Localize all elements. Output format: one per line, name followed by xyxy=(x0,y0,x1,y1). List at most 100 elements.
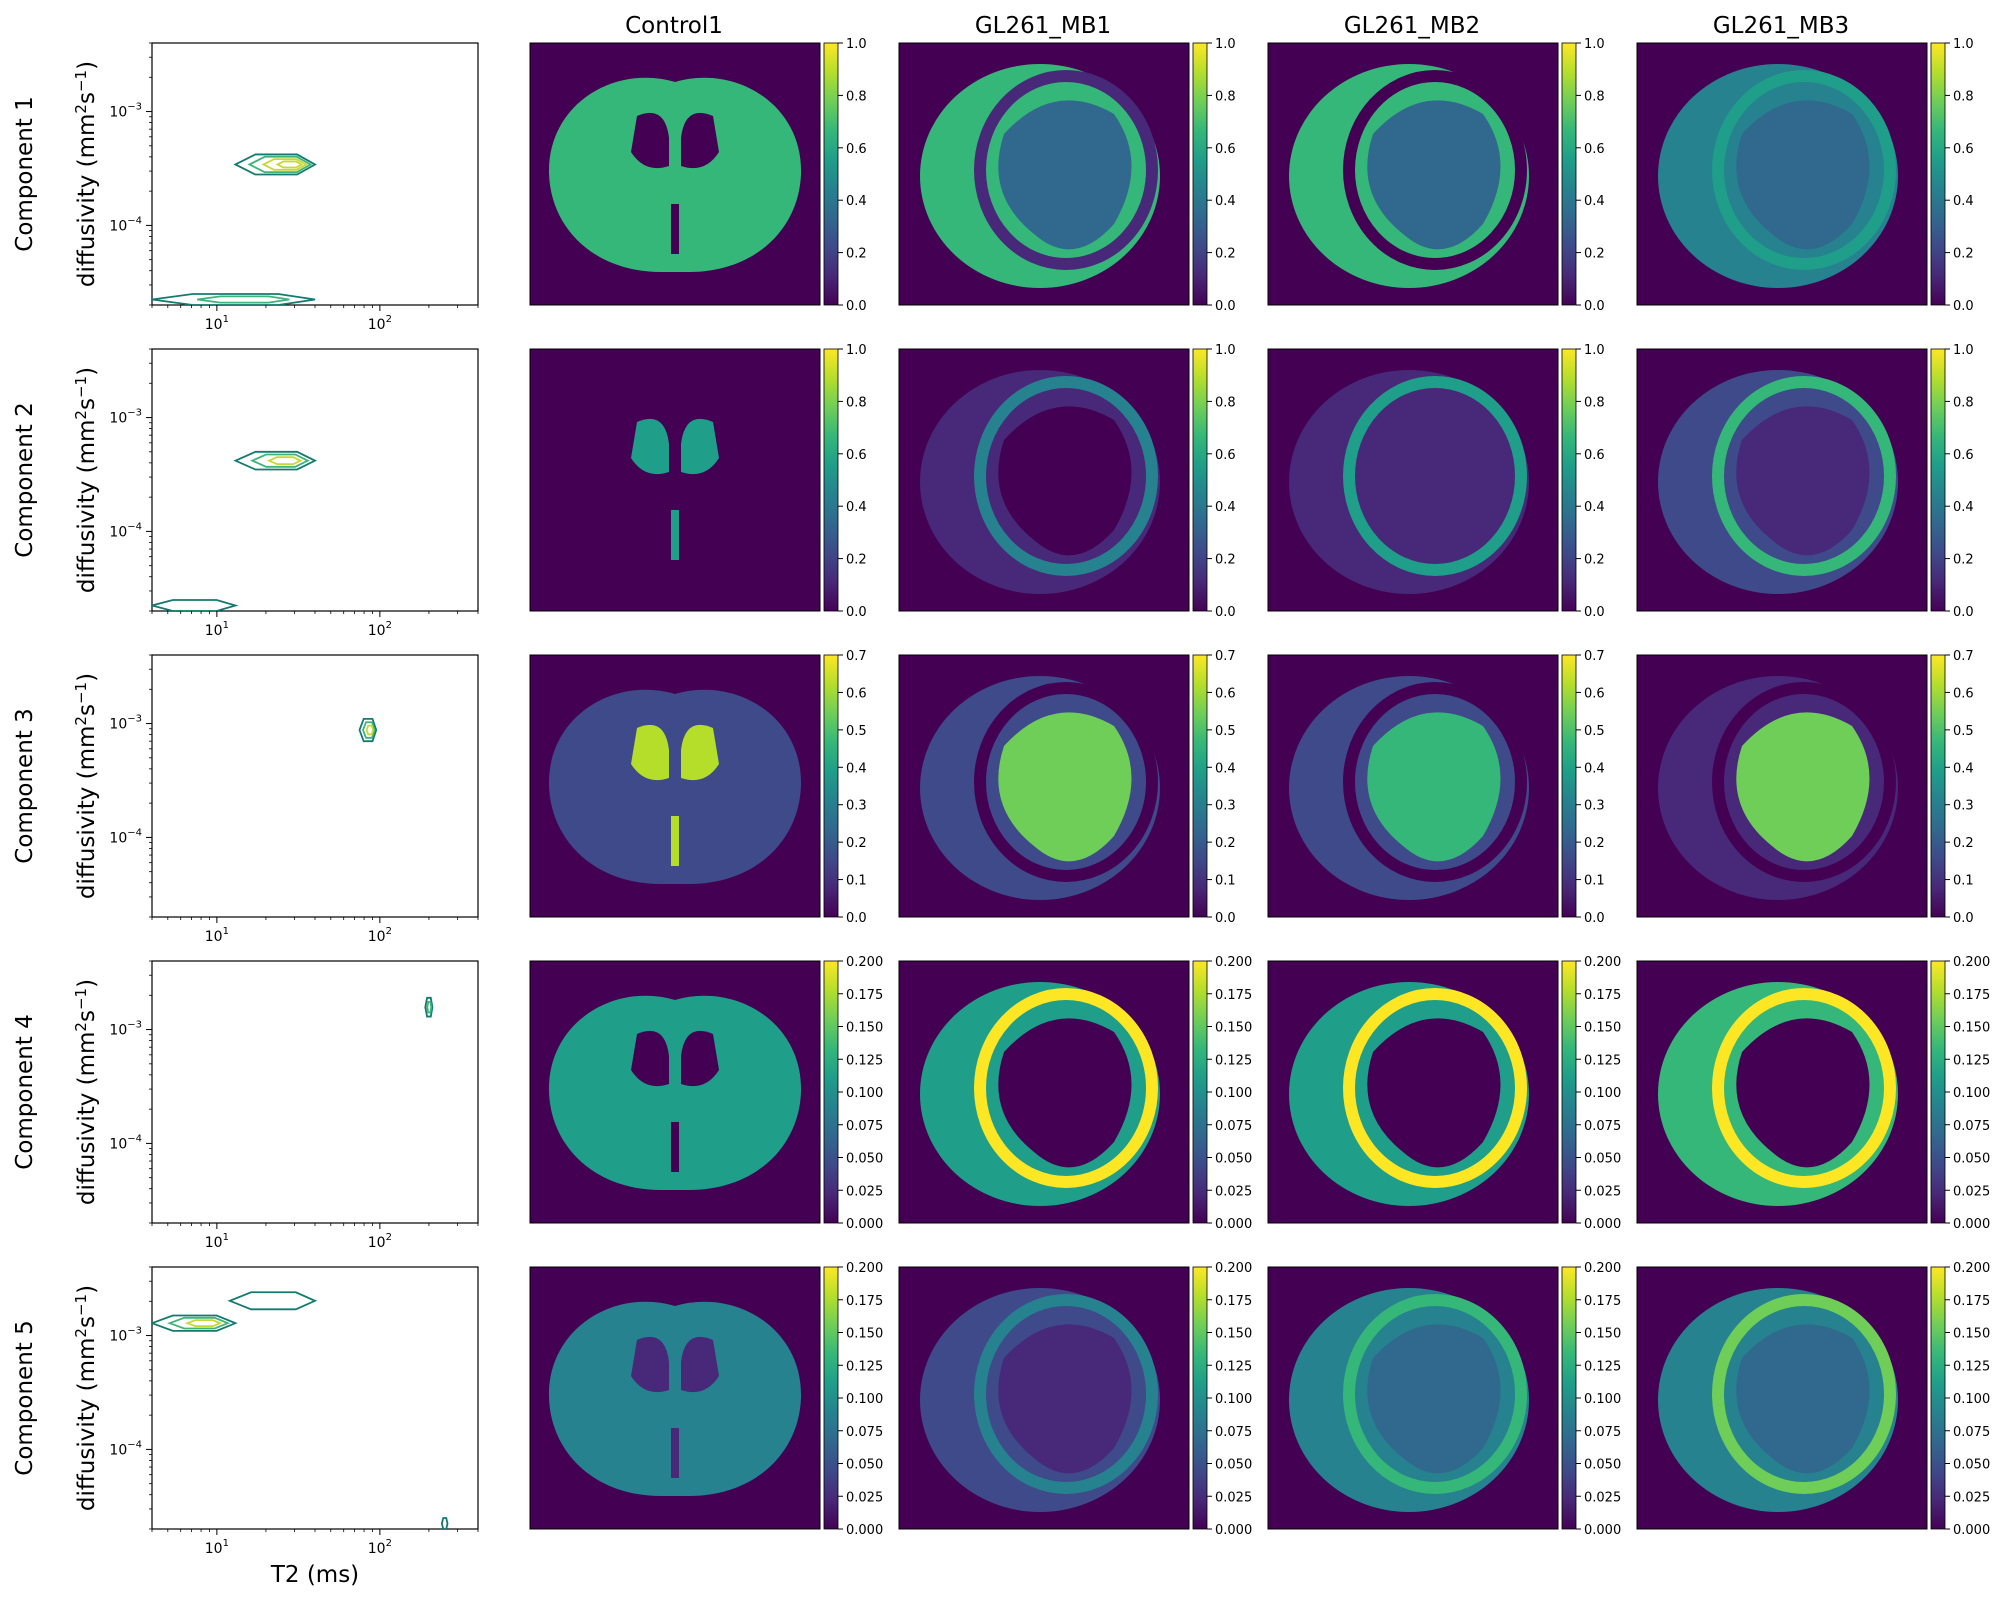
spectrum-frame xyxy=(151,1266,479,1530)
x-tick-label: 101 xyxy=(205,1538,229,1557)
colorbar-tick-label: 0.4 xyxy=(1584,761,1605,776)
spectrum-frame xyxy=(151,348,479,612)
ventricle xyxy=(681,724,719,781)
y-tick-label: 10−3 xyxy=(109,1326,142,1345)
colorbar-tick-label: 0.175 xyxy=(1215,988,1252,1003)
ventricle xyxy=(631,1336,669,1393)
midline-structure xyxy=(671,1122,679,1172)
colorbar-tick-label: 0.8 xyxy=(1953,89,1974,104)
colorbar-tick-label: 0.6 xyxy=(1584,142,1605,157)
tumor-rim xyxy=(1343,70,1527,270)
colorbar-tick-label: 0.200 xyxy=(1953,955,1990,970)
colorbar-tick-label: 0.000 xyxy=(1584,1523,1621,1538)
colorbar-tick-label: 0.000 xyxy=(1584,1217,1621,1232)
colorbar-tick-label: 0.3 xyxy=(1953,799,1974,814)
contour-line xyxy=(152,293,316,305)
brain-tissue xyxy=(548,77,802,272)
weight-map-4-4: 0.000 0.025 0.050 0.075 0.100 0.125 0.150 0.175… xyxy=(1636,955,1990,1232)
colorbar-tick-label: 0.2 xyxy=(1584,553,1605,568)
colorbar-tick-label: 0.6 xyxy=(846,686,867,701)
y-axis-label: diffusivity (mm2s−1) xyxy=(72,979,100,1205)
colorbar-tick-label: 0.8 xyxy=(1953,395,1974,410)
colorbar xyxy=(1561,960,1577,1224)
weight-map-3-1: 0.0 0.1 0.2 0.3 0.4 0.5 0.6 0.7 xyxy=(529,649,867,926)
colorbar-tick-label: 0.2 xyxy=(1584,247,1605,262)
colorbar-tick-label: 0.2 xyxy=(1215,836,1236,851)
colorbar-tick-label: 0.050 xyxy=(1215,1152,1252,1167)
colorbar-tick-label: 0.3 xyxy=(1215,799,1236,814)
row-label-4: Component 4 xyxy=(12,1014,38,1169)
colorbar-tick-label: 0.075 xyxy=(846,1119,883,1134)
tumor-region xyxy=(998,1018,1132,1168)
colorbar-tick-label: 0.8 xyxy=(1584,395,1605,410)
colorbar-tick-label: 0.5 xyxy=(1584,724,1605,739)
ventricle xyxy=(631,418,669,475)
colorbar-tick-label: 0.025 xyxy=(1584,1184,1621,1199)
colorbar-tick-label: 0.2 xyxy=(1953,247,1974,262)
contour-line xyxy=(152,1314,238,1332)
colorbar-tick-label: 0.0 xyxy=(1584,605,1605,620)
brain-tissue xyxy=(548,689,802,884)
colorbar-tick-label: 0.150 xyxy=(846,1021,883,1036)
colorbar-tick-label: 0.150 xyxy=(1584,1021,1621,1036)
y-tick-label: 10−4 xyxy=(109,521,142,540)
colorbar xyxy=(823,1266,839,1530)
colorbar-tick-label: 0.8 xyxy=(1215,89,1236,104)
weight-map-5-2: 0.000 0.025 0.050 0.075 0.100 0.125 0.150 0.175… xyxy=(898,1261,1252,1538)
weight-map-1-1: 0.0 0.2 0.4 0.6 0.8 1.0 xyxy=(529,37,867,314)
x-tick-label: 102 xyxy=(368,926,392,945)
colorbar-tick-label: 0.0 xyxy=(1215,605,1236,620)
ventricle xyxy=(681,1030,719,1087)
colorbar-tick-label: 0.125 xyxy=(1215,1053,1252,1068)
colorbar-tick-label: 0.075 xyxy=(1215,1119,1252,1134)
x-axis-label: T2 (ms) xyxy=(270,1562,359,1588)
colorbar-tick-label: 0.100 xyxy=(846,1392,883,1407)
x-tick-label: 101 xyxy=(205,926,229,945)
colorbar-tick-label: 1.0 xyxy=(1215,37,1236,52)
spectrum-frame xyxy=(151,42,479,306)
tumor-region xyxy=(998,712,1132,862)
colorbar-tick-label: 0.4 xyxy=(846,500,867,515)
colorbar-tick-label: 0.7 xyxy=(846,649,867,664)
x-tick-label: 101 xyxy=(205,1232,229,1251)
colorbar-tick-label: 0.175 xyxy=(1584,988,1621,1003)
colorbar-tick-label: 0.100 xyxy=(1953,1392,1990,1407)
midline-structure xyxy=(671,816,679,866)
colorbar xyxy=(1561,654,1577,918)
weight-map-2-3: 0.0 0.2 0.4 0.6 0.8 1.0 xyxy=(1267,343,1605,620)
contour-line xyxy=(233,450,318,471)
colorbar-tick-label: 0.200 xyxy=(1215,955,1252,970)
colorbar-tick-label: 0.125 xyxy=(1953,1053,1990,1068)
colorbar xyxy=(1192,42,1208,306)
tumor-rim xyxy=(1712,1294,1896,1494)
colorbar-tick-label: 0.125 xyxy=(1584,1359,1621,1374)
contour-line xyxy=(365,724,375,736)
tumor-region xyxy=(1367,1324,1501,1474)
tumor-rim xyxy=(974,988,1158,1188)
colorbar-tick-label: 0.7 xyxy=(1215,649,1236,664)
colorbar xyxy=(823,42,839,306)
colorbar-tick-label: 0.2 xyxy=(846,247,867,262)
contour-line xyxy=(250,453,310,468)
contour-line xyxy=(184,1319,223,1328)
colorbar-tick-label: 0.050 xyxy=(846,1458,883,1473)
colorbar-tick-label: 0.050 xyxy=(1584,1458,1621,1473)
colorbar-tick-label: 0.3 xyxy=(1584,799,1605,814)
tumor-region xyxy=(1367,1018,1501,1168)
colorbar-tick-label: 0.0 xyxy=(1953,299,1974,314)
column-title-mb3: GL261_MB3 xyxy=(1713,13,1849,39)
weight-map-4-3: 0.000 0.025 0.050 0.075 0.100 0.125 0.150 0.175… xyxy=(1267,955,1621,1232)
colorbar-tick-label: 1.0 xyxy=(1953,343,1974,358)
colorbar-tick-label: 0.075 xyxy=(1953,1119,1990,1134)
y-axis-label: diffusivity (mm2s−1) xyxy=(72,673,100,899)
colorbar-tick-label: 0.0 xyxy=(1215,299,1236,314)
contour-group xyxy=(358,717,378,743)
colorbar-tick-label: 0.050 xyxy=(846,1152,883,1167)
colorbar xyxy=(823,960,839,1224)
colorbar-tick-label: 0.0 xyxy=(846,299,867,314)
y-tick-label: 10−3 xyxy=(109,714,142,733)
tumor-rim xyxy=(974,376,1158,576)
column-titles: Control1 GL261_MB1 GL261_MB2 GL261_MB3 xyxy=(625,13,1849,39)
